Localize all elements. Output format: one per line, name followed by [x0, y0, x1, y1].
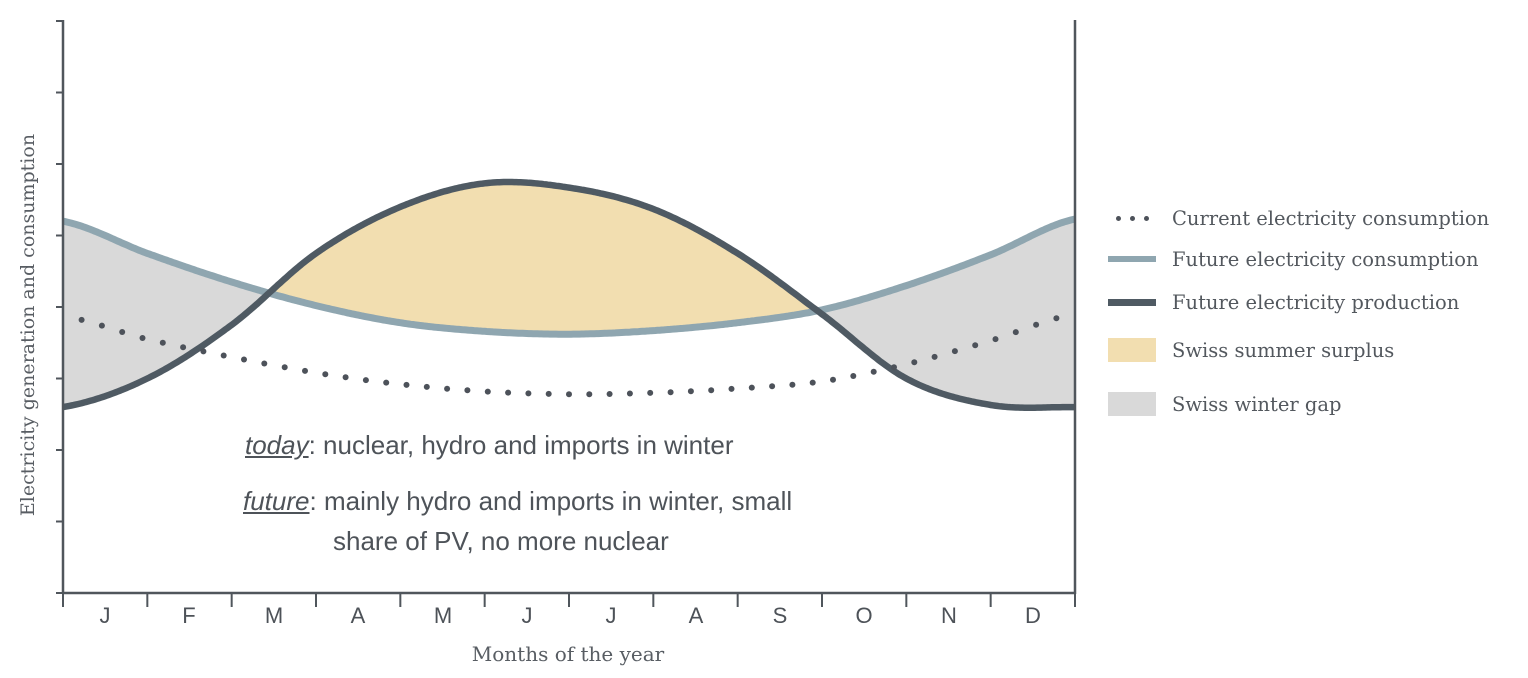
current-consumption-point: [241, 356, 247, 363]
current-consumption-point: [505, 389, 512, 396]
annotation-today-key: today: [245, 430, 309, 460]
current-consumption-point: [139, 335, 146, 341]
legend-swatch-surplus: [1108, 338, 1156, 362]
legend-label: Future electricity consumption: [1172, 247, 1479, 271]
winter-gap-area-0: [63, 221, 270, 408]
current-consumption-point: [911, 359, 918, 366]
current-consumption-point: [830, 376, 836, 383]
current-consumption-point: [281, 364, 288, 371]
current-consumption-point: [322, 371, 329, 378]
current-consumption-point: [728, 385, 735, 392]
month-label-mar: M: [264, 603, 284, 628]
legend-swatch-dark-line: [1108, 290, 1156, 314]
current-consumption-point: [403, 381, 410, 388]
month-label-aug: A: [688, 603, 704, 628]
legend-swatch-dotted: [1108, 206, 1156, 230]
legend-item-summer-surplus: Swiss summer surplus: [1108, 335, 1524, 365]
current-consumption-point: [951, 348, 958, 355]
annotation-future: future: mainly hydro and imports in wint…: [243, 486, 792, 517]
month-label-jul: J: [605, 603, 617, 628]
legend-swatch-light-line: [1108, 247, 1156, 271]
current-consumption-point: [586, 391, 593, 398]
legend-swatch-gap: [1108, 392, 1156, 416]
future-consumption-line: [62, 215, 1076, 338]
month-label-nov: N: [941, 603, 957, 628]
current-consumption-point: [119, 329, 126, 335]
y-axis-title: Electricity generation and consumption: [17, 133, 39, 517]
current-consumption-point: [220, 352, 227, 359]
current-consumption-point: [748, 384, 755, 391]
summer-surplus-area: [267, 182, 818, 335]
legend-label: Future electricity production: [1172, 290, 1460, 314]
annotation-today: today: nuclear, hydro and imports in win…: [245, 430, 733, 461]
month-label-jun: J: [521, 603, 533, 628]
legend-item-current-consumption: Current electricity consumption: [1108, 203, 1524, 233]
legend-item-future-production: Future electricity production: [1108, 287, 1524, 317]
current-consumption-point: [1033, 321, 1040, 328]
current-consumption-point: [606, 391, 613, 397]
annotation-future-text: : mainly hydro and imports in winter, sm…: [309, 486, 793, 516]
legend-label: Current electricity consumption: [1172, 206, 1490, 230]
annotation-today-text: : nuclear, hydro and imports in winter: [308, 430, 734, 460]
current-consumption-point: [870, 368, 877, 375]
annotation-future-line2: share of PV, no more nuclear: [333, 526, 669, 556]
future-production-line: [62, 178, 1075, 411]
current-consumption-point: [362, 377, 369, 384]
current-consumption-point: [972, 342, 979, 349]
current-consumption-point: [423, 383, 430, 390]
legend-label: Swiss winter gap: [1172, 392, 1342, 416]
current-consumption-point: [647, 389, 654, 396]
month-label-feb: F: [182, 603, 196, 628]
current-consumption-point: [626, 390, 633, 397]
legend-item-future-consumption: Future electricity consumption: [1108, 244, 1524, 274]
month-label-apr: A: [350, 603, 366, 628]
current-consumption-point: [1012, 329, 1019, 336]
winter-gap-area-2: [815, 219, 1075, 408]
current-consumption-point: [525, 390, 532, 397]
month-label-oct: O: [855, 603, 873, 628]
month-label-may: M: [433, 603, 453, 628]
current-consumption-point: [769, 383, 776, 390]
current-consumption-point: [789, 381, 796, 388]
annotation-future-key: future: [243, 486, 310, 516]
current-consumption-point: [1053, 315, 1060, 322]
current-consumption-point: [444, 385, 451, 392]
current-consumption-point: [78, 316, 85, 323]
current-consumption-point: [464, 387, 471, 394]
current-consumption-point: [302, 367, 308, 374]
area-fills: [63, 182, 1075, 408]
legend-item-winter-gap: Swiss winter gap: [1108, 389, 1524, 419]
x-axis-ticks: [62, 593, 1076, 607]
current-consumption-point: [159, 339, 166, 346]
current-consumption-point: [809, 379, 816, 386]
current-consumption-point: [687, 388, 694, 395]
current-consumption-point: [200, 348, 207, 355]
month-label-jan: J: [99, 603, 111, 628]
current-consumption-point: [850, 373, 857, 379]
month-label-dec: D: [1025, 603, 1041, 628]
current-consumption-point: [261, 360, 268, 367]
current-consumption-point: [992, 336, 999, 343]
month-label-sep: S: [772, 603, 788, 628]
legend-label: Swiss summer surplus: [1172, 338, 1395, 362]
x-axis-title: Months of the year: [471, 642, 665, 666]
current-consumption-point: [342, 374, 349, 381]
current-consumption-dots: [78, 315, 1060, 398]
current-consumption-point: [383, 379, 390, 386]
current-consumption-point: [931, 353, 938, 360]
current-consumption-point: [891, 364, 897, 371]
series-lines: [62, 178, 1076, 411]
current-consumption-point: [98, 322, 105, 329]
current-consumption-point: [667, 389, 674, 396]
current-consumption-point: [180, 344, 187, 351]
current-consumption-point: [708, 387, 715, 394]
current-consumption-point: [545, 390, 552, 397]
current-consumption-point: [566, 391, 572, 398]
current-consumption-point: [484, 388, 491, 395]
